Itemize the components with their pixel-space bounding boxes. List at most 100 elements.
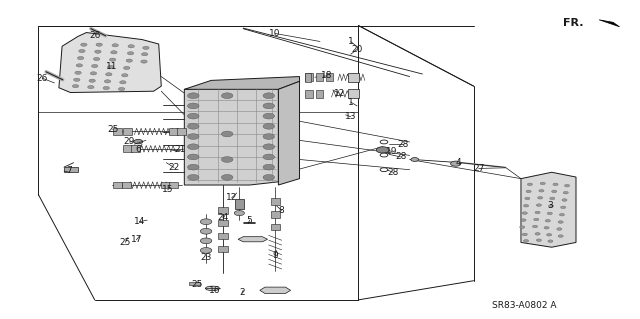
Circle shape — [545, 219, 550, 222]
Circle shape — [564, 184, 570, 187]
Text: 19: 19 — [386, 147, 397, 156]
Circle shape — [380, 140, 388, 144]
Circle shape — [532, 225, 538, 228]
Bar — [113, 182, 122, 188]
Circle shape — [74, 78, 80, 81]
Text: 6: 6 — [136, 145, 141, 154]
Text: 14: 14 — [134, 217, 145, 226]
Circle shape — [120, 81, 126, 84]
Bar — [169, 128, 178, 135]
Text: 27: 27 — [473, 164, 484, 173]
Text: 11: 11 — [106, 63, 118, 71]
Bar — [348, 89, 359, 98]
Circle shape — [263, 103, 275, 109]
Text: 5: 5 — [247, 216, 252, 225]
Ellipse shape — [205, 286, 220, 291]
Circle shape — [122, 74, 128, 77]
Bar — [218, 207, 228, 214]
Text: 22: 22 — [168, 163, 180, 172]
Circle shape — [524, 240, 529, 242]
Circle shape — [534, 218, 539, 221]
Circle shape — [188, 154, 199, 160]
Circle shape — [524, 204, 529, 207]
Bar — [177, 128, 186, 135]
Circle shape — [141, 53, 148, 56]
Circle shape — [522, 212, 527, 214]
Text: 12: 12 — [333, 89, 345, 98]
Circle shape — [221, 174, 233, 180]
Circle shape — [535, 211, 540, 214]
Circle shape — [376, 147, 389, 153]
Bar — [161, 182, 170, 188]
Circle shape — [563, 191, 568, 194]
Circle shape — [559, 213, 564, 216]
Bar — [123, 128, 132, 135]
Circle shape — [451, 161, 461, 166]
Bar — [64, 167, 78, 172]
Polygon shape — [278, 81, 300, 185]
Circle shape — [561, 206, 566, 209]
Circle shape — [536, 204, 541, 206]
Text: 24: 24 — [217, 213, 228, 222]
Text: 26: 26 — [89, 31, 100, 40]
Text: 25: 25 — [120, 238, 131, 247]
Circle shape — [221, 131, 233, 137]
Circle shape — [76, 64, 83, 67]
Circle shape — [263, 93, 275, 99]
Circle shape — [411, 158, 419, 161]
Text: 25: 25 — [191, 280, 203, 289]
Circle shape — [188, 164, 199, 170]
Circle shape — [263, 154, 275, 160]
Circle shape — [128, 45, 134, 48]
Circle shape — [221, 157, 233, 162]
Text: 15: 15 — [162, 185, 173, 194]
Bar — [189, 282, 200, 285]
Circle shape — [380, 153, 388, 157]
Polygon shape — [521, 172, 576, 247]
Circle shape — [380, 168, 388, 172]
Text: 20: 20 — [351, 45, 363, 54]
Bar — [122, 182, 131, 188]
Circle shape — [75, 71, 81, 74]
Circle shape — [200, 219, 212, 225]
Text: 1: 1 — [348, 37, 353, 46]
Text: 4: 4 — [456, 158, 461, 167]
Circle shape — [200, 228, 212, 234]
Text: 28: 28 — [397, 140, 409, 149]
Circle shape — [234, 211, 244, 216]
Circle shape — [92, 64, 98, 68]
Polygon shape — [260, 287, 291, 293]
Circle shape — [553, 183, 558, 186]
Circle shape — [188, 113, 199, 119]
Circle shape — [525, 197, 530, 200]
Circle shape — [188, 103, 199, 109]
Text: 25: 25 — [107, 125, 118, 134]
Circle shape — [118, 87, 125, 91]
Text: 12: 12 — [226, 193, 237, 202]
Text: 2: 2 — [239, 288, 244, 297]
Circle shape — [88, 85, 94, 89]
Text: 13: 13 — [345, 112, 356, 121]
Circle shape — [558, 235, 563, 237]
Circle shape — [536, 239, 541, 241]
Circle shape — [538, 197, 543, 199]
Circle shape — [547, 212, 552, 215]
Bar — [271, 198, 280, 205]
Bar — [348, 73, 359, 82]
Bar — [316, 90, 323, 98]
Bar — [218, 220, 228, 226]
Polygon shape — [599, 20, 620, 27]
Circle shape — [104, 80, 111, 83]
Circle shape — [188, 93, 199, 99]
Bar — [305, 90, 313, 98]
Polygon shape — [184, 86, 278, 185]
Circle shape — [263, 134, 275, 139]
Circle shape — [72, 85, 79, 88]
Circle shape — [143, 46, 149, 49]
Circle shape — [558, 221, 563, 223]
Circle shape — [522, 233, 527, 236]
Bar — [316, 73, 323, 81]
Text: 1: 1 — [348, 98, 353, 107]
Circle shape — [89, 79, 95, 82]
Bar — [326, 73, 333, 81]
